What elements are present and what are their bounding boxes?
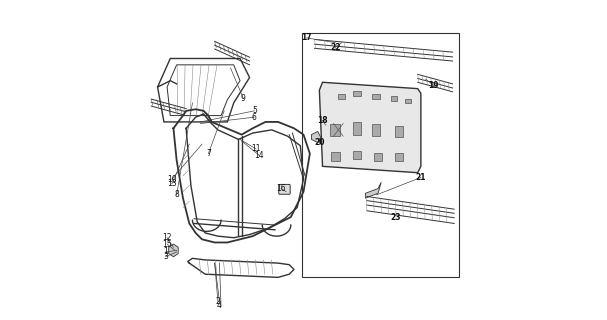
Text: 2: 2 xyxy=(215,297,220,306)
Text: 17: 17 xyxy=(301,33,312,42)
Bar xyxy=(395,153,402,161)
Text: 16: 16 xyxy=(276,184,286,193)
Text: 1: 1 xyxy=(163,247,168,257)
Polygon shape xyxy=(319,82,421,173)
Polygon shape xyxy=(169,244,178,257)
Text: 6: 6 xyxy=(252,113,257,122)
Bar xyxy=(302,33,459,277)
Bar xyxy=(353,91,361,96)
Bar xyxy=(373,94,381,100)
Bar xyxy=(338,94,345,100)
FancyBboxPatch shape xyxy=(279,184,290,194)
Bar xyxy=(405,99,411,103)
Text: 23: 23 xyxy=(390,212,401,222)
Text: 15: 15 xyxy=(162,240,172,249)
Text: 11: 11 xyxy=(251,144,260,153)
Text: 9: 9 xyxy=(241,94,246,103)
Text: 18: 18 xyxy=(317,116,328,125)
Polygon shape xyxy=(311,132,321,142)
Bar xyxy=(353,151,361,159)
Bar xyxy=(395,126,402,137)
Text: 20: 20 xyxy=(314,138,325,147)
Text: 21: 21 xyxy=(416,173,426,182)
Bar xyxy=(330,124,340,136)
Text: 13: 13 xyxy=(167,179,177,188)
Bar xyxy=(353,122,361,135)
Text: 3: 3 xyxy=(163,252,168,261)
Text: 12: 12 xyxy=(162,233,172,242)
Polygon shape xyxy=(365,182,381,198)
Text: 4: 4 xyxy=(217,301,222,310)
Text: 19: 19 xyxy=(429,81,439,90)
Text: 22: 22 xyxy=(330,43,341,52)
Bar xyxy=(373,124,381,136)
Bar xyxy=(331,152,340,161)
Text: 8: 8 xyxy=(174,190,179,199)
Bar xyxy=(374,153,382,161)
Text: 14: 14 xyxy=(254,151,264,160)
Bar xyxy=(391,96,397,100)
Text: 5: 5 xyxy=(252,106,257,115)
Text: 7: 7 xyxy=(206,149,211,158)
Text: 10: 10 xyxy=(167,174,177,184)
